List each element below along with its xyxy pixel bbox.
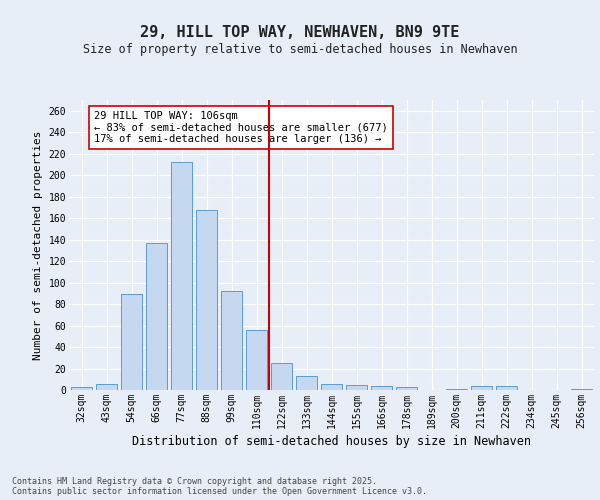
Bar: [121, 294, 142, 390]
Bar: [496, 386, 517, 390]
Bar: [371, 386, 392, 390]
Bar: [571, 389, 592, 390]
Bar: [471, 386, 492, 390]
Bar: [71, 387, 92, 390]
Bar: [171, 162, 192, 390]
Bar: [196, 210, 217, 390]
Bar: [146, 243, 167, 390]
Bar: [396, 387, 417, 390]
X-axis label: Distribution of semi-detached houses by size in Newhaven: Distribution of semi-detached houses by …: [132, 435, 531, 448]
Text: 29 HILL TOP WAY: 106sqm
← 83% of semi-detached houses are smaller (677)
17% of s: 29 HILL TOP WAY: 106sqm ← 83% of semi-de…: [94, 110, 388, 144]
Y-axis label: Number of semi-detached properties: Number of semi-detached properties: [33, 130, 43, 360]
Bar: [446, 389, 467, 390]
Text: Contains HM Land Registry data © Crown copyright and database right 2025.: Contains HM Land Registry data © Crown c…: [12, 476, 377, 486]
Bar: [221, 291, 242, 390]
Bar: [271, 363, 292, 390]
Bar: [96, 384, 117, 390]
Bar: [296, 376, 317, 390]
Text: Contains public sector information licensed under the Open Government Licence v3: Contains public sector information licen…: [12, 486, 427, 496]
Bar: [346, 384, 367, 390]
Bar: [321, 384, 342, 390]
Bar: [246, 330, 267, 390]
Text: 29, HILL TOP WAY, NEWHAVEN, BN9 9TE: 29, HILL TOP WAY, NEWHAVEN, BN9 9TE: [140, 25, 460, 40]
Text: Size of property relative to semi-detached houses in Newhaven: Size of property relative to semi-detach…: [83, 44, 517, 57]
